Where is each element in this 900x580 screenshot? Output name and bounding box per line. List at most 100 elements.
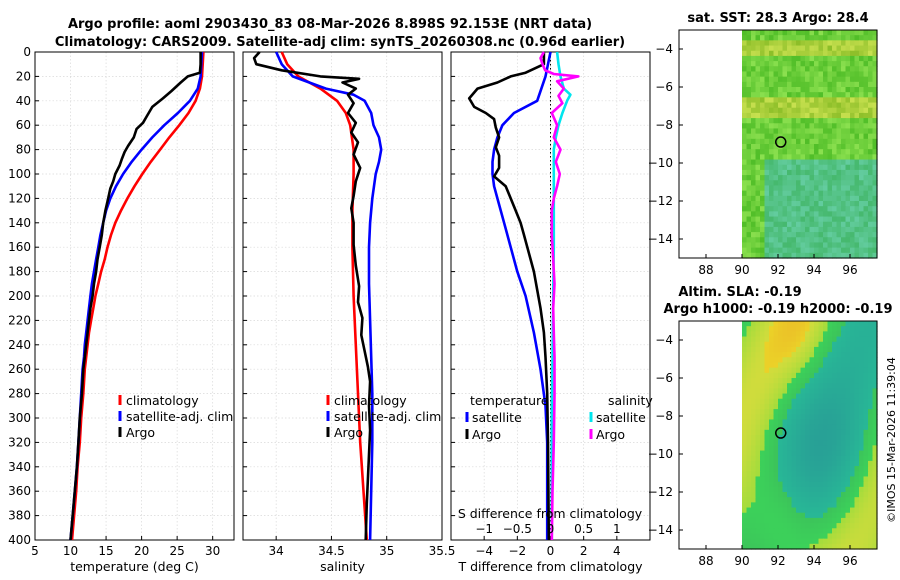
x2-tick-label: 0 bbox=[547, 522, 555, 536]
map-cell bbox=[854, 169, 860, 176]
map-cell bbox=[827, 138, 833, 145]
map-cell bbox=[746, 71, 752, 78]
map-cell bbox=[836, 512, 842, 519]
map-cell bbox=[809, 466, 815, 472]
map-cell bbox=[868, 367, 874, 374]
map-cell bbox=[796, 55, 802, 62]
map-cell bbox=[764, 450, 770, 457]
map-cell bbox=[850, 118, 856, 124]
map-cell bbox=[755, 232, 761, 238]
map-cell bbox=[818, 403, 824, 410]
map-cell bbox=[859, 357, 865, 364]
map-cell bbox=[823, 123, 829, 130]
map-cell bbox=[859, 362, 865, 369]
map-cell bbox=[809, 398, 815, 405]
map-cell bbox=[746, 247, 752, 254]
map-cell bbox=[814, 543, 820, 550]
map-cell bbox=[805, 543, 811, 550]
map-cell bbox=[751, 211, 757, 218]
map-cell bbox=[800, 517, 806, 524]
map-cell bbox=[823, 424, 829, 431]
map-cell bbox=[787, 346, 793, 353]
map-cell bbox=[854, 466, 860, 472]
map-cell bbox=[841, 367, 847, 374]
map-cell bbox=[809, 247, 815, 254]
map-cell bbox=[787, 507, 793, 514]
map-cell bbox=[796, 383, 802, 389]
map-cell bbox=[778, 185, 784, 192]
map-cell bbox=[787, 190, 793, 197]
map-cell bbox=[854, 517, 860, 524]
map-cell bbox=[850, 195, 856, 202]
map-cell bbox=[800, 378, 806, 384]
map-cell bbox=[805, 435, 811, 441]
map-cell bbox=[805, 211, 811, 218]
map-cell bbox=[791, 440, 797, 446]
map-cell bbox=[814, 45, 820, 52]
map-cell bbox=[751, 455, 757, 462]
map-cell bbox=[751, 169, 757, 176]
map-cell bbox=[751, 61, 757, 67]
map-cell bbox=[769, 195, 775, 202]
map-cell bbox=[859, 331, 865, 338]
map-cell bbox=[782, 450, 788, 457]
map-cell bbox=[769, 180, 775, 187]
map-cell bbox=[742, 40, 748, 47]
map-cell bbox=[850, 440, 856, 446]
map-cell bbox=[868, 336, 874, 343]
map-cell bbox=[778, 123, 784, 130]
map-cell bbox=[782, 445, 788, 452]
map-cell bbox=[773, 216, 779, 223]
map-cell bbox=[836, 242, 842, 249]
map-cell bbox=[773, 352, 779, 358]
map-cell bbox=[845, 221, 851, 228]
map-cell bbox=[854, 523, 860, 529]
map-cell bbox=[859, 154, 865, 161]
map-cell bbox=[823, 221, 829, 228]
map-cell bbox=[836, 201, 842, 207]
map-cell bbox=[751, 435, 757, 441]
map-cell bbox=[818, 440, 824, 446]
map-cell bbox=[805, 538, 811, 545]
map-cell bbox=[751, 440, 757, 446]
map-cell bbox=[796, 149, 802, 155]
map-cell bbox=[800, 357, 806, 364]
map-cell bbox=[818, 388, 824, 395]
map-cell bbox=[796, 336, 802, 343]
map-cell bbox=[751, 486, 757, 493]
map-cell bbox=[778, 81, 784, 88]
map-cell bbox=[787, 331, 793, 338]
map-cell bbox=[814, 211, 820, 218]
map-cell bbox=[764, 92, 770, 98]
map-cell bbox=[778, 481, 784, 488]
map-cell bbox=[755, 429, 761, 436]
map-cell bbox=[769, 429, 775, 436]
map-cell bbox=[764, 159, 770, 166]
map-cell bbox=[818, 362, 824, 369]
map-cell bbox=[769, 35, 775, 41]
map-cell bbox=[836, 460, 842, 467]
map-cell bbox=[832, 237, 838, 244]
map-cell bbox=[859, 76, 865, 83]
map-cell bbox=[791, 87, 797, 93]
map-cell bbox=[845, 133, 851, 140]
map-cell bbox=[755, 538, 761, 545]
map-cell bbox=[746, 112, 752, 119]
map-cell bbox=[823, 154, 829, 161]
map-cell bbox=[859, 185, 865, 192]
map-cell bbox=[827, 471, 833, 478]
map-cell bbox=[845, 102, 851, 109]
legend-group-title: temperature bbox=[470, 393, 549, 408]
map-cell bbox=[845, 492, 851, 498]
map-cell bbox=[746, 455, 752, 462]
map-cell bbox=[854, 81, 860, 88]
map-cell bbox=[800, 66, 806, 73]
map-cell bbox=[854, 403, 860, 410]
map-cell bbox=[836, 195, 842, 202]
map-cell bbox=[863, 201, 869, 207]
map-cell bbox=[809, 87, 815, 93]
map-cell bbox=[773, 128, 779, 135]
map-cell bbox=[818, 55, 824, 62]
map-cell bbox=[859, 409, 865, 415]
map-cell bbox=[872, 97, 878, 104]
